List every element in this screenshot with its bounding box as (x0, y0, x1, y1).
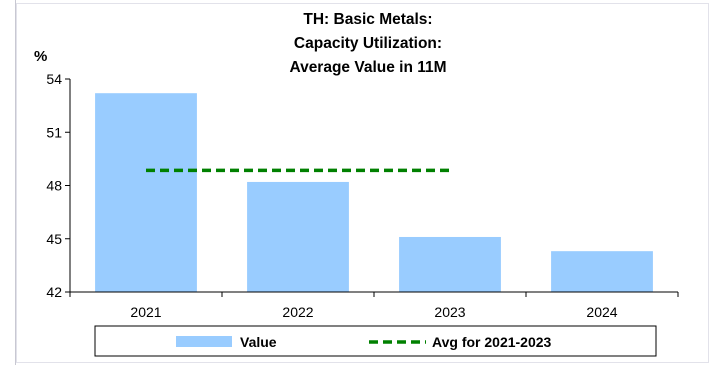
x-tick-label: 2022 (282, 304, 313, 320)
y-tick-label: 42 (46, 284, 62, 300)
y-axis-unit: % (34, 48, 47, 65)
y-tick-label: 54 (46, 71, 62, 87)
x-tick-label: 2023 (434, 304, 465, 320)
axes (65, 78, 679, 297)
chart-title-line-2: Capacity Utilization: (294, 35, 442, 52)
y-tick-label: 48 (46, 178, 62, 194)
bar-2023 (399, 236, 501, 292)
tick-labels: 42 45 48 51 54 2021 2022 2023 2024 (46, 71, 617, 320)
y-tick-label: 51 (46, 124, 62, 140)
chart-title-line-3: Average Value in 11M (289, 59, 446, 76)
legend-label-value: Value (240, 334, 277, 350)
left-edge (0, 0, 16, 365)
bar-2024 (551, 251, 653, 292)
bar-2021 (95, 93, 197, 292)
x-tick-label: 2021 (130, 304, 161, 320)
chart-title-line-1: TH: Basic Metals: (303, 11, 432, 28)
bar-2022 (247, 181, 349, 292)
x-tick-label: 2024 (586, 304, 617, 320)
legend-swatch-value (176, 336, 232, 347)
legend-label-avg: Avg for 2021-2023 (432, 334, 552, 350)
y-tick-label: 45 (46, 231, 62, 247)
legend: Value Avg for 2021-2023 (94, 325, 657, 357)
bar-series (95, 93, 653, 292)
